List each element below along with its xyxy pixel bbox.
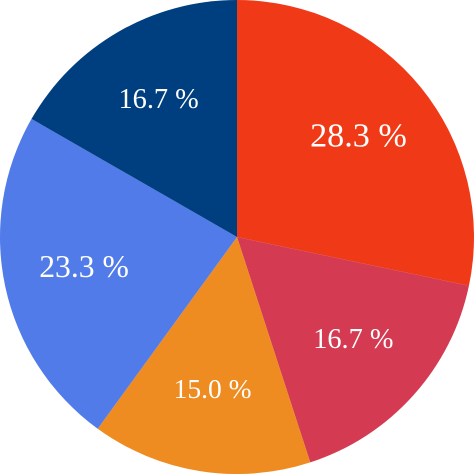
pie-slice: [237, 0, 474, 286]
slice-label: 23.3 %: [39, 249, 129, 284]
pie-slice: [31, 0, 238, 237]
slice-label: 15.0 %: [174, 373, 252, 404]
slice-label: 28.3 %: [310, 117, 407, 154]
slice-label: 16.7 %: [118, 84, 198, 115]
pie-slice: [237, 237, 469, 463]
slice-label: 16.7 %: [313, 324, 393, 355]
pie-slice: [97, 237, 311, 474]
pie-slice: [0, 118, 237, 429]
